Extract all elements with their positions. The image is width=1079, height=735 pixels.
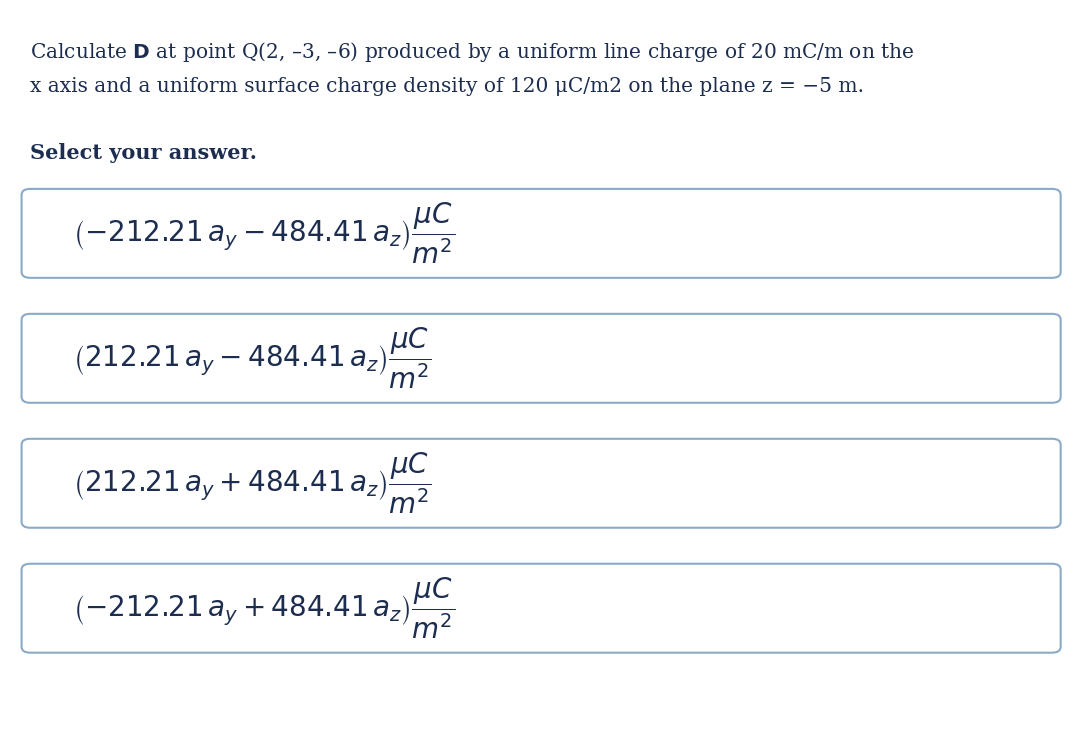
FancyBboxPatch shape <box>22 564 1061 653</box>
FancyBboxPatch shape <box>22 314 1061 403</box>
Text: Select your answer.: Select your answer. <box>30 143 257 163</box>
FancyBboxPatch shape <box>22 189 1061 278</box>
Text: Calculate $\mathbf{D}$ at point Q(2, –3, –6) produced by a uniform line charge o: Calculate $\mathbf{D}$ at point Q(2, –3,… <box>30 40 915 65</box>
Text: x axis and a uniform surface charge density of 120 μC/m2 on the plane z = −5 m.: x axis and a uniform surface charge dens… <box>30 77 864 96</box>
Text: $\left(-212.21\,a_y + 484.41\,a_z\right)\dfrac{\mu C}{m^2}$: $\left(-212.21\,a_y + 484.41\,a_z\right)… <box>73 576 455 641</box>
Text: $\left(-212.21\,a_y - 484.41\,a_z\right)\dfrac{\mu C}{m^2}$: $\left(-212.21\,a_y - 484.41\,a_z\right)… <box>73 201 455 266</box>
Text: $\left(212.21\,a_y - 484.41\,a_z\right)\dfrac{\mu C}{m^2}$: $\left(212.21\,a_y - 484.41\,a_z\right)\… <box>73 326 433 391</box>
Text: $\left(212.21\,a_y + 484.41\,a_z\right)\dfrac{\mu C}{m^2}$: $\left(212.21\,a_y + 484.41\,a_z\right)\… <box>73 451 433 516</box>
FancyBboxPatch shape <box>22 439 1061 528</box>
